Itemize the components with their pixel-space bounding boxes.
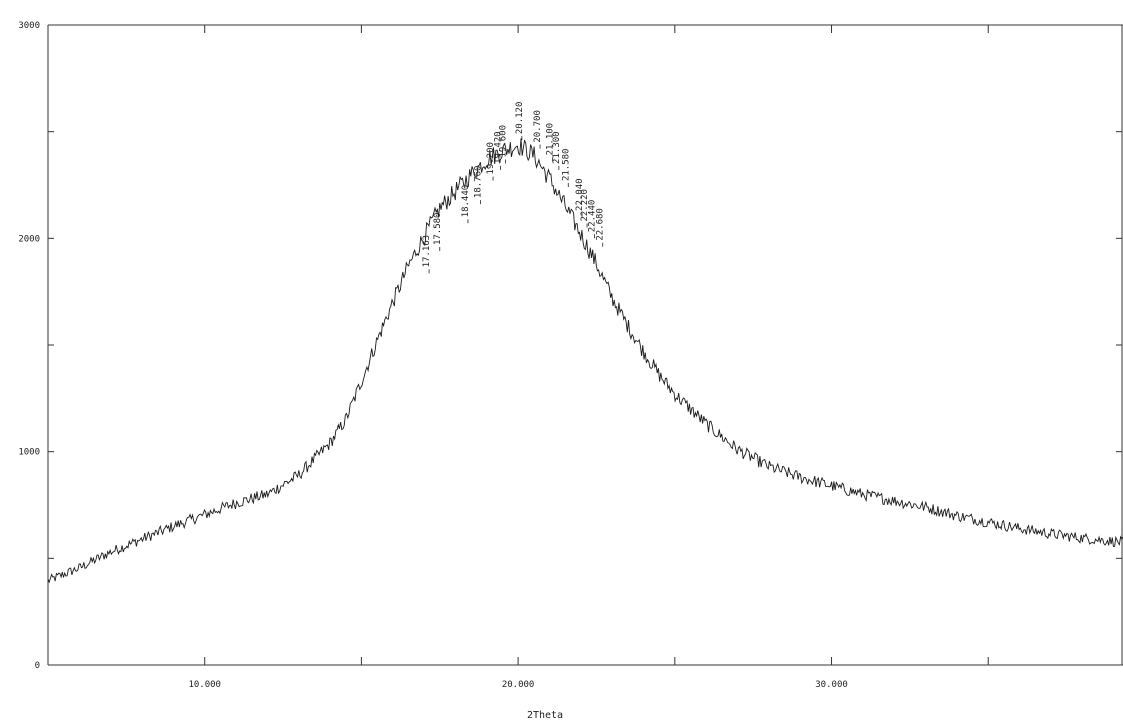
peak-label: 21.300 bbox=[552, 131, 562, 164]
y-tick-label: 0 bbox=[35, 661, 40, 671]
peak-label: 17.580 bbox=[433, 213, 443, 246]
peak-label: 22.680 bbox=[596, 208, 606, 241]
x-tick-label: 20.000 bbox=[502, 680, 535, 690]
peak-label: 20.120 bbox=[515, 102, 525, 135]
chart-series bbox=[47, 138, 1123, 584]
peak-label: 21.100 bbox=[546, 123, 556, 156]
y-tick-label: 1000 bbox=[18, 448, 40, 458]
y-tick-label: 3000 bbox=[18, 21, 40, 31]
peak-label: 21.580 bbox=[561, 149, 571, 182]
peak-label: 19.600 bbox=[499, 125, 509, 158]
peak-label: 18.440 bbox=[461, 185, 471, 218]
peak-label: 22.440 bbox=[588, 200, 598, 233]
chart-axes bbox=[47, 24, 1123, 666]
peak-label: 19.420 bbox=[494, 131, 504, 164]
y-tick-label: 2000 bbox=[18, 234, 40, 244]
peak-label: 17.163 bbox=[422, 235, 432, 268]
peak-label: 22.040 bbox=[575, 178, 585, 211]
chart-ticks: 10.000 20.000 30.000 0 1000 2000 3000 bbox=[18, 21, 1122, 690]
x-tick-label: 30.000 bbox=[815, 680, 848, 690]
peak-label: 22.220 bbox=[580, 189, 590, 222]
peak-label: 18.760 bbox=[473, 166, 483, 199]
diffraction-series-line bbox=[47, 138, 1123, 584]
peak-label: 20.700 bbox=[533, 110, 543, 143]
x-tick-label: 10.000 bbox=[188, 680, 221, 690]
peak-label: 19.200 bbox=[486, 142, 496, 175]
x-axis-title: 2Theta bbox=[527, 710, 563, 721]
